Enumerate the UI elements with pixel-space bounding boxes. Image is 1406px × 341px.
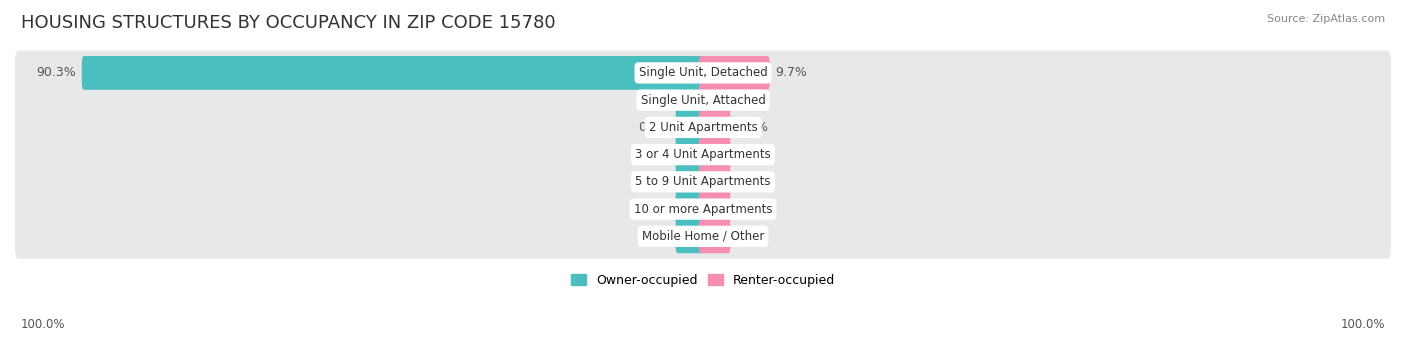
FancyBboxPatch shape (15, 78, 1391, 122)
FancyBboxPatch shape (675, 192, 706, 226)
FancyBboxPatch shape (675, 165, 706, 199)
Text: 0.0%: 0.0% (735, 148, 768, 161)
Text: 0.0%: 0.0% (735, 121, 768, 134)
FancyBboxPatch shape (15, 50, 1391, 95)
FancyBboxPatch shape (15, 132, 1391, 177)
Text: 0.0%: 0.0% (735, 203, 768, 216)
Text: 3 or 4 Unit Apartments: 3 or 4 Unit Apartments (636, 148, 770, 161)
Text: 0.0%: 0.0% (638, 94, 671, 107)
FancyBboxPatch shape (15, 187, 1391, 232)
FancyBboxPatch shape (675, 83, 706, 117)
FancyBboxPatch shape (699, 138, 731, 172)
Text: 100.0%: 100.0% (21, 318, 66, 331)
FancyBboxPatch shape (699, 83, 731, 117)
Text: 2 Unit Apartments: 2 Unit Apartments (648, 121, 758, 134)
Text: 0.0%: 0.0% (638, 121, 671, 134)
Text: HOUSING STRUCTURES BY OCCUPANCY IN ZIP CODE 15780: HOUSING STRUCTURES BY OCCUPANCY IN ZIP C… (21, 14, 555, 32)
Text: 10 or more Apartments: 10 or more Apartments (634, 203, 772, 216)
Text: Single Unit, Attached: Single Unit, Attached (641, 94, 765, 107)
Text: 0.0%: 0.0% (638, 230, 671, 243)
FancyBboxPatch shape (675, 138, 706, 172)
FancyBboxPatch shape (82, 56, 706, 90)
Text: 0.0%: 0.0% (638, 175, 671, 188)
FancyBboxPatch shape (15, 105, 1391, 150)
Text: 0.0%: 0.0% (638, 203, 671, 216)
FancyBboxPatch shape (675, 220, 706, 253)
FancyBboxPatch shape (15, 160, 1391, 204)
Text: 5 to 9 Unit Apartments: 5 to 9 Unit Apartments (636, 175, 770, 188)
FancyBboxPatch shape (699, 165, 731, 199)
Text: Single Unit, Detached: Single Unit, Detached (638, 66, 768, 79)
Legend: Owner-occupied, Renter-occupied: Owner-occupied, Renter-occupied (567, 268, 839, 292)
FancyBboxPatch shape (699, 192, 731, 226)
Text: Source: ZipAtlas.com: Source: ZipAtlas.com (1267, 14, 1385, 24)
Text: Mobile Home / Other: Mobile Home / Other (641, 230, 765, 243)
FancyBboxPatch shape (699, 56, 769, 90)
Text: 9.7%: 9.7% (775, 66, 807, 79)
Text: 0.0%: 0.0% (735, 175, 768, 188)
FancyBboxPatch shape (675, 110, 706, 144)
FancyBboxPatch shape (699, 110, 731, 144)
Text: 0.0%: 0.0% (735, 94, 768, 107)
Text: 0.0%: 0.0% (735, 230, 768, 243)
FancyBboxPatch shape (699, 220, 731, 253)
Text: 100.0%: 100.0% (1340, 318, 1385, 331)
FancyBboxPatch shape (15, 214, 1391, 259)
Text: 90.3%: 90.3% (37, 66, 76, 79)
Text: 0.0%: 0.0% (638, 148, 671, 161)
